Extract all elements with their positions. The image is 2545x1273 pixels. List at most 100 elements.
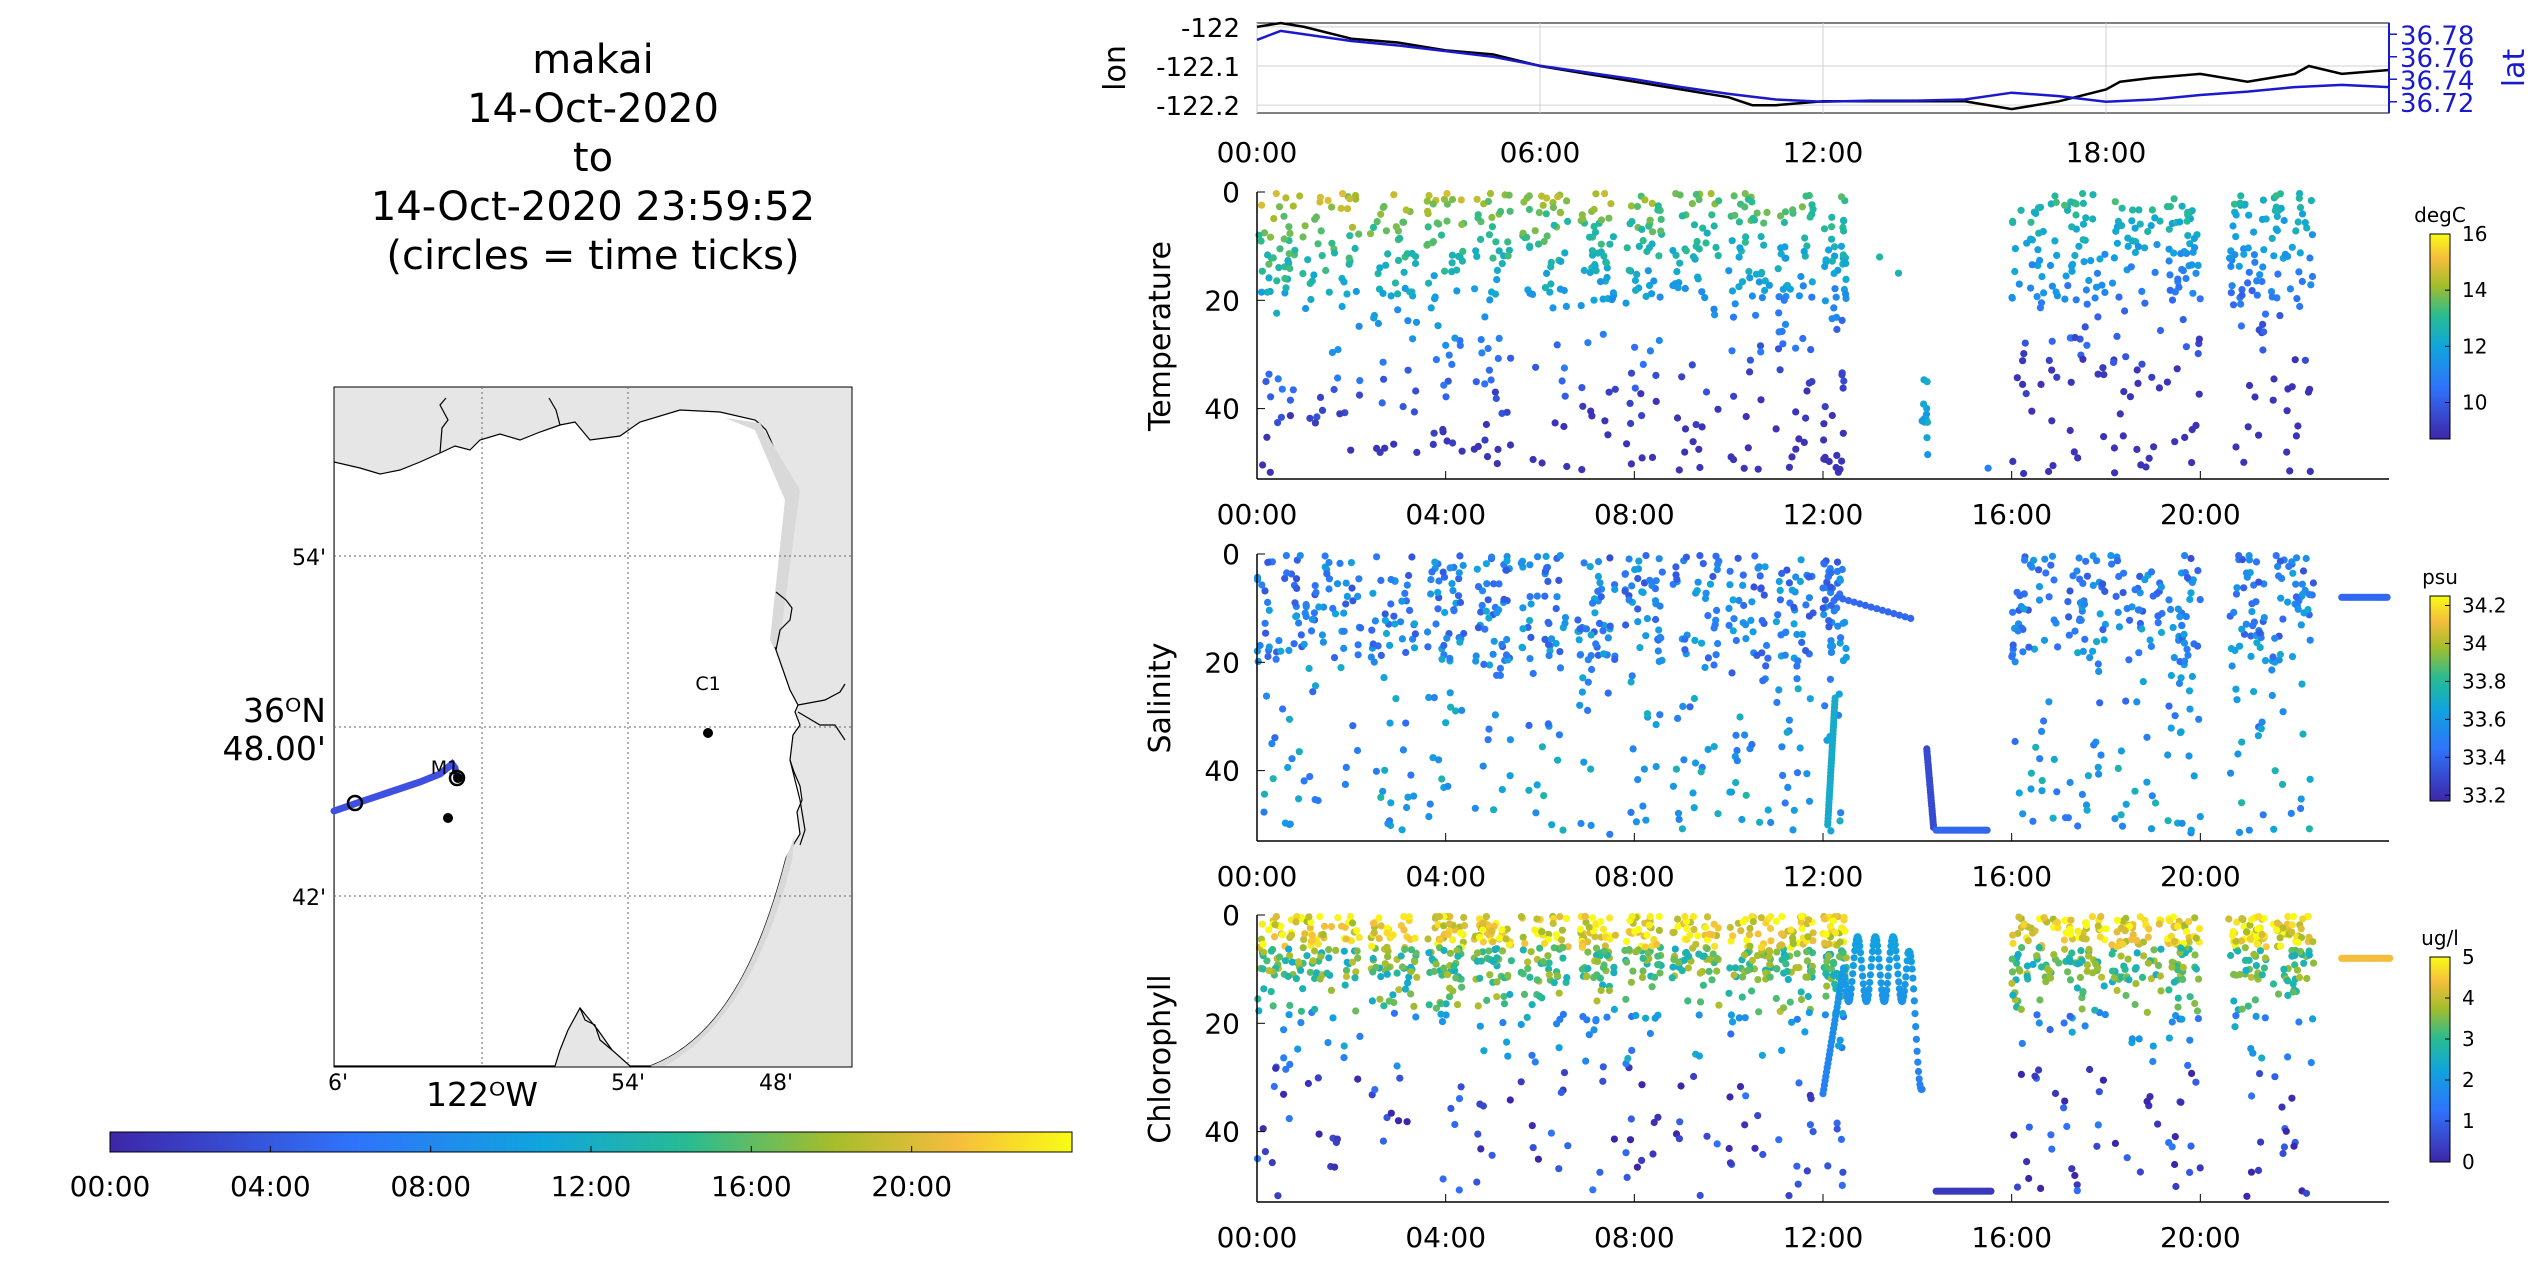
figure-title: makai 14-Oct-2020 to 14-Oct-2020 23:59:5… xyxy=(300,36,886,281)
temperature-point xyxy=(2144,227,2152,236)
salinity-point xyxy=(1761,563,1769,571)
chlorophyll-point xyxy=(2035,1066,2043,1074)
chlorophyll-point xyxy=(1735,1014,1743,1022)
temperature-point xyxy=(1449,439,1457,447)
temperature-point xyxy=(2283,407,2291,415)
chlorophyll-point xyxy=(1655,913,1663,921)
chlorophyll-point xyxy=(1622,995,1630,1003)
temperature-point xyxy=(2068,223,2076,231)
chlorophyll-point xyxy=(2113,986,2121,995)
salinity-point xyxy=(2183,645,2191,653)
temperature-point xyxy=(2245,211,2253,219)
salinity-point xyxy=(1490,580,1498,588)
salinity-point xyxy=(1381,616,1389,625)
chlorophyll-point xyxy=(2168,1143,2176,1151)
salinity-point xyxy=(1428,568,1436,576)
temperature-point xyxy=(1696,463,1704,472)
chlorophyll-point xyxy=(1606,935,1614,943)
chlorophyll-point xyxy=(1389,991,1397,999)
salinity-point xyxy=(1409,635,1417,643)
chlorophyll-point xyxy=(1639,954,1647,963)
temperature-point xyxy=(1695,195,1703,204)
temperature-point xyxy=(1394,290,1402,298)
chlorophyll-point xyxy=(1703,936,1711,944)
chlorophyll-point xyxy=(2060,1019,2068,1027)
position-ylabel: lon xyxy=(1098,45,1133,91)
salinity-point xyxy=(1655,626,1663,634)
chlorophyll-point xyxy=(2143,1008,2151,1017)
chlorophyll-point xyxy=(2278,1103,2286,1111)
temperature-point xyxy=(2079,355,2087,363)
salinity-point xyxy=(2099,626,2107,634)
salinity-point xyxy=(1277,647,1285,655)
chlorophyll-point xyxy=(2068,1028,2076,1036)
temperature-point xyxy=(1523,233,1531,241)
chlorophyll-point xyxy=(1676,1118,1684,1126)
chlorophyll-point xyxy=(1390,998,1398,1007)
chlorophyll-point xyxy=(2008,979,2016,987)
temperature-point xyxy=(2072,296,2080,304)
position-y2-tick-label: 36.78 xyxy=(2400,21,2474,51)
temperature-point xyxy=(1525,205,1533,214)
salinity-point xyxy=(1742,791,1750,799)
temperature-point xyxy=(1339,190,1347,198)
salinity-point xyxy=(1440,641,1448,650)
temperature-point xyxy=(1505,191,1513,199)
salinity-colorbar-unit: psu xyxy=(2422,565,2458,589)
salinity-point xyxy=(1673,575,1681,583)
temperature-point xyxy=(1698,288,1706,296)
chlorophyll-point xyxy=(1555,989,1563,997)
temperature-point xyxy=(1830,269,1838,278)
temperature-point xyxy=(2286,467,2294,475)
temperature-point xyxy=(2296,302,2304,311)
salinity-point xyxy=(1491,711,1499,719)
salinity-point xyxy=(1552,639,1560,648)
salinity-point xyxy=(1265,606,1273,614)
chlorophyll-point xyxy=(1297,1007,1305,1015)
salinity-point xyxy=(2245,556,2254,564)
temperature-point xyxy=(1639,360,1647,368)
salinity-point xyxy=(2249,622,2257,630)
chlorophyll-point xyxy=(1526,973,1534,981)
temperature-point xyxy=(1652,397,1660,405)
salinity-point xyxy=(2083,572,2091,580)
chlorophyll-point xyxy=(1803,948,1811,956)
chlorophyll-point xyxy=(1434,921,1442,929)
temperature-point xyxy=(2196,295,2204,303)
chlorophyll-point xyxy=(1325,946,1333,954)
temperature-x-tick-label: 00:00 xyxy=(1217,498,1298,531)
salinity-colorbar-tick-label: 33.8 xyxy=(2462,669,2507,693)
temperature-point xyxy=(1399,403,1407,411)
salinity-point xyxy=(1713,566,1721,574)
salinity-point xyxy=(1712,552,1720,560)
chlorophyll-point xyxy=(1341,923,1349,931)
temperature-point xyxy=(1645,222,1653,230)
chlorophyll-point xyxy=(1599,981,1607,989)
salinity-point xyxy=(2255,578,2263,586)
chlorophyll-colorbar-tick-label: 2 xyxy=(2462,1068,2475,1092)
chlorophyll-point xyxy=(2194,1015,2202,1023)
chlorophyll-point xyxy=(2254,925,2262,933)
salinity-point xyxy=(1627,808,1635,817)
salinity-point xyxy=(1758,617,1766,625)
temperature-point xyxy=(1265,260,1273,268)
temperature-point xyxy=(2273,212,2281,221)
temperature-point xyxy=(1842,275,1850,283)
chlorophyll-point xyxy=(2242,966,2250,975)
salinity-point xyxy=(1803,770,1811,778)
chlorophyll-point xyxy=(2284,991,2292,1000)
chlorophyll-point xyxy=(1457,1083,1465,1091)
chlorophyll-point xyxy=(1288,931,1296,939)
salinity-point xyxy=(1455,575,1463,583)
salinity-point xyxy=(1308,615,1317,624)
chlorophyll-point xyxy=(1627,978,1635,986)
lat-series-line xyxy=(1256,29,2390,104)
temperature-point xyxy=(2272,192,2280,200)
temperature-point xyxy=(1631,276,1639,285)
temperature-point xyxy=(2269,396,2277,404)
salinity-point xyxy=(1561,619,1569,627)
chlorophyll-point xyxy=(2102,925,2110,933)
chlorophyll-point xyxy=(1323,969,1331,977)
chlorophyll-point xyxy=(1840,965,1848,973)
